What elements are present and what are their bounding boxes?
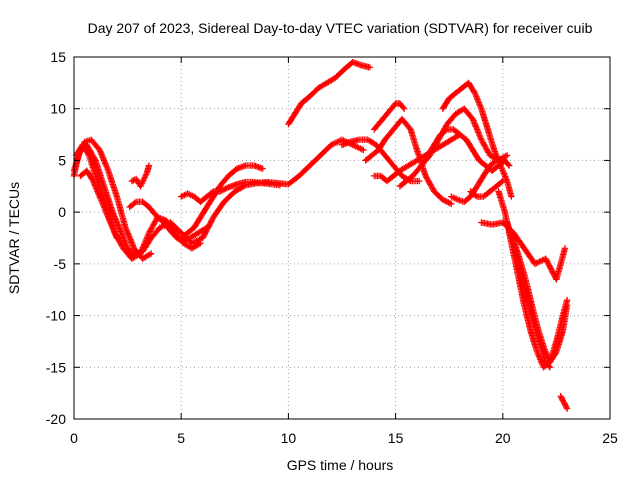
x-tick-labels: 0 5 10 15 20 25 (70, 430, 618, 446)
data-point-markers (424, 126, 509, 174)
series-arc-22 (508, 229, 571, 366)
data-point-markers (178, 162, 266, 242)
y-tick-label: -5 (54, 256, 67, 272)
y-tick-label: -15 (46, 359, 66, 375)
series-arc-15 (424, 126, 509, 174)
x-tick-label: 15 (388, 430, 404, 446)
data-point-markers (371, 100, 408, 133)
plot-frame (73, 56, 611, 420)
y-tick-label: 15 (50, 49, 66, 65)
axis-ticks (73, 56, 611, 420)
x-axis-title: GPS time / hours (287, 457, 394, 473)
series-arc-4 (77, 167, 121, 242)
data-point-markers (557, 393, 571, 412)
series-arc-21 (478, 219, 569, 283)
x-tick-label: 10 (281, 430, 297, 446)
y-tick-label: 5 (58, 152, 66, 168)
data-point-markers (478, 219, 569, 283)
data-point-markers (508, 229, 571, 366)
x-tick-label: 5 (177, 430, 185, 446)
y-tick-labels: -20 -15 -10 -5 0 5 10 15 (46, 49, 66, 427)
series-arc-9 (285, 59, 374, 128)
series-arc-18 (467, 177, 506, 200)
series-arc-5 (126, 198, 211, 245)
x-tick-label: 25 (602, 430, 618, 446)
grid-lines (74, 57, 610, 419)
x-tick-label: 0 (70, 430, 78, 446)
data-point-markers (285, 59, 374, 128)
x-tick-label: 20 (495, 430, 511, 446)
y-tick-label: -20 (46, 411, 66, 427)
y-tick-label: -10 (46, 308, 66, 324)
data-point-markers (128, 162, 153, 190)
series-arc-23 (557, 393, 571, 412)
data-point-markers (178, 178, 283, 205)
series-arc-7 (178, 178, 283, 205)
data-point-markers (467, 177, 506, 200)
y-tick-label: 0 (58, 204, 66, 220)
chart-title: Day 207 of 2023, Sidereal Day-to-day VTE… (88, 20, 593, 36)
data-point-markers (77, 167, 121, 242)
y-tick-label: 10 (50, 101, 66, 117)
series-arc-8 (128, 162, 153, 190)
data-points (70, 59, 571, 412)
data-point-markers (126, 198, 211, 245)
y-axis-title: SDTVAR / TECUs (6, 182, 22, 294)
series-arc-13 (371, 100, 408, 133)
series-arc-6 (178, 162, 266, 242)
